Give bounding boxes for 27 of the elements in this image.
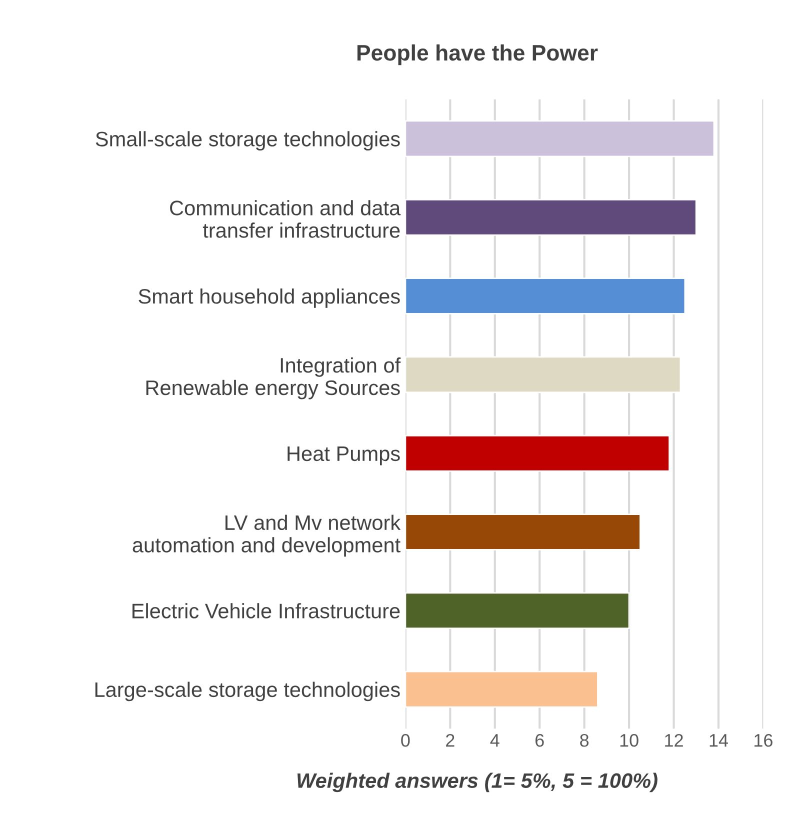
y-tick-label: Small-scale storage technologies — [96, 131, 400, 151]
x-tick-label: 14 — [710, 734, 728, 747]
chart-title: People have the Power — [357, 44, 598, 66]
y-tick-label: Communication and data transfer infrastructure — [170, 200, 401, 238]
y-tick-label: Smart household appliances — [138, 288, 400, 308]
x-tick-label: 10 — [620, 734, 638, 747]
bar — [405, 198, 697, 236]
x-axis-title: Weighted answers (1= 5%, 5 = 100%) — [298, 772, 658, 792]
x-tick-label: 2 — [446, 734, 454, 747]
bar — [405, 120, 715, 158]
y-tick-label: Electric Vehicle Infrastructure — [132, 603, 400, 618]
x-tick-label: 0 — [401, 734, 410, 747]
bar — [405, 592, 630, 630]
x-tick-label: 12 — [665, 734, 683, 747]
x-tick-label: 6 — [536, 734, 544, 747]
bar — [405, 434, 670, 472]
bar — [405, 278, 686, 314]
y-tick-label: LV and Mv network automation and development — [132, 514, 401, 557]
bar — [405, 670, 598, 708]
x-tick-label: 16 — [754, 734, 772, 747]
y-tick-label: Heat Pumps — [288, 446, 400, 466]
bar — [405, 356, 682, 394]
y-tick-label: Large-scale storage technologies — [95, 682, 400, 702]
bar — [405, 514, 641, 550]
y-tick-label: Integration of Renewable energy Sources — [146, 357, 401, 400]
x-tick-label: 8 — [580, 734, 589, 747]
x-tick-label: 4 — [490, 734, 500, 747]
